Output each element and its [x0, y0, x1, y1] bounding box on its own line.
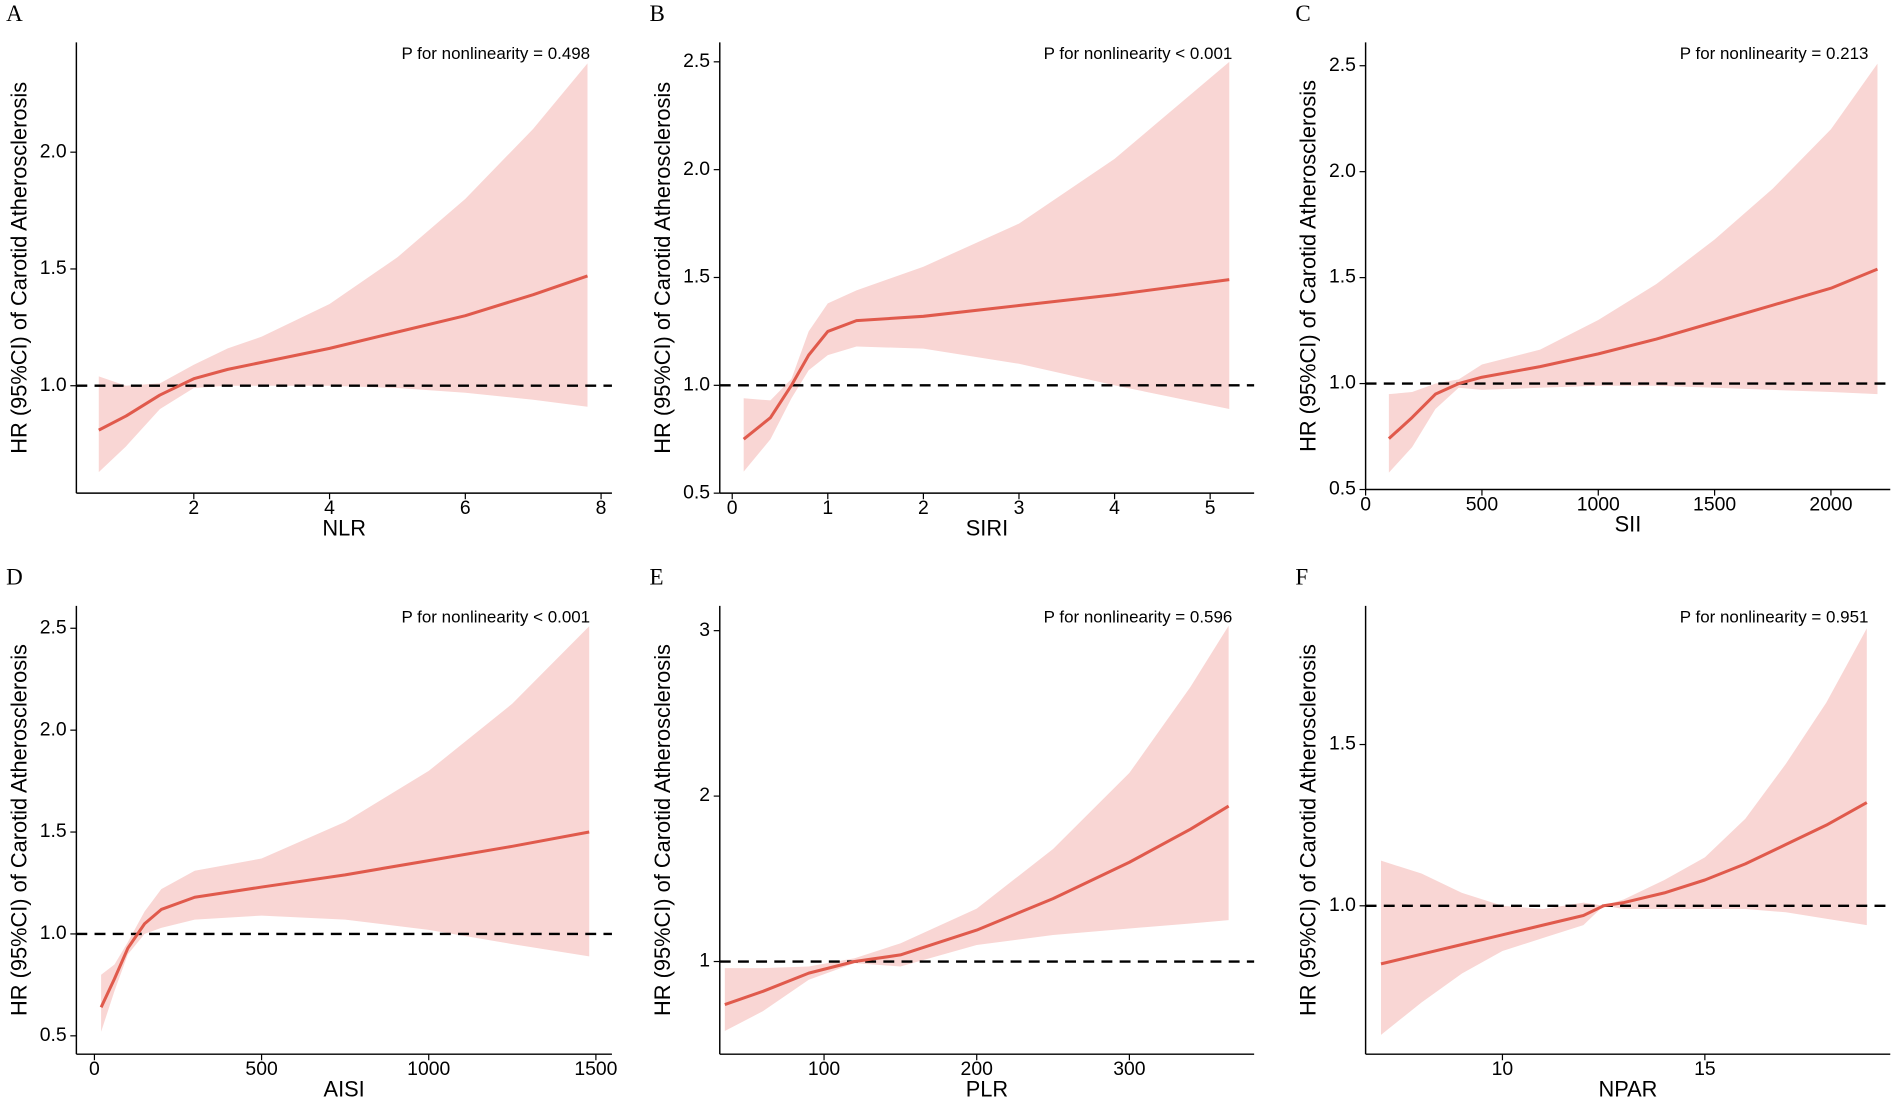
x-axis-title: SIRI: [966, 515, 1008, 540]
annotation: P for nonlinearity = 0.951: [1680, 607, 1869, 626]
hr-curve: [742, 278, 1230, 441]
x-tick-label: 4: [1109, 497, 1120, 519]
x-axis-title: NPAR: [1598, 1076, 1657, 1099]
x-tick-label: 500: [1466, 493, 1499, 515]
x-tick-label: 3: [1014, 497, 1025, 519]
x-tick-label: 200: [961, 1058, 994, 1080]
hr-curve: [1380, 801, 1868, 966]
y-tick-label: 3: [699, 619, 710, 641]
panel: 1 2 3 100 200 300 PLR HR (95%CI) of Carotid Ath…: [650, 563, 1255, 1099]
annotation: P for nonlinearity < 0.001: [1044, 44, 1233, 63]
x-axis-title: NLR: [322, 515, 366, 540]
panel-label: A: [6, 0, 23, 26]
y-tick-label: 0.5: [1329, 478, 1356, 500]
y-tick-label: 2.0: [40, 140, 67, 162]
x-tick-label: 6: [460, 497, 471, 519]
y-tick-label: 2.5: [683, 50, 710, 72]
y-tick-label: 2.5: [40, 616, 67, 638]
y-tick-label: 1.5: [40, 820, 67, 842]
ci-band: [101, 626, 590, 1032]
panel-label: B: [650, 0, 665, 26]
panel: 0.5 1.0 1.5 2.0 2.5 0 1 2 3 4 5 SIRI HR (95%CI) of C…: [650, 0, 1255, 540]
x-tick-label: 8: [596, 497, 607, 519]
x-tick-label: 1500: [1693, 493, 1736, 515]
y-tick-label: 1.5: [1329, 266, 1356, 288]
x-tick-label: 300: [1113, 1058, 1146, 1080]
y-axis-title: HR (95%CI) of Carotid Atherosclerosis: [650, 82, 675, 454]
panel-label: C: [1295, 0, 1310, 26]
y-axis-title: HR (95%CI) of Carotid Atherosclerosis: [6, 644, 31, 1016]
x-tick-label: 100: [808, 1058, 841, 1080]
y-tick-label: 1.0: [683, 373, 710, 395]
ci-band: [1380, 628, 1867, 1035]
hr-curve: [724, 804, 1230, 1006]
x-tick-label: 2: [918, 497, 929, 519]
y-tick-label: 1.0: [40, 922, 67, 944]
y-axis-title: HR (95%CI) of Carotid Atherosclerosis: [1296, 644, 1321, 1016]
panel-label: E: [650, 563, 664, 589]
ci-band: [743, 61, 1230, 472]
y-tick-label: 0.5: [683, 481, 710, 503]
annotation: P for nonlinearity = 0.213: [1680, 44, 1869, 63]
annotation: P for nonlinearity = 0.498: [401, 44, 590, 63]
y-tick-label: 1.5: [683, 266, 710, 288]
x-tick-label: 500: [245, 1058, 278, 1080]
y-tick-label: 2.0: [683, 158, 710, 180]
panel: 1.0 1.5 2.0 2 4 6 8 NLR HR (95%CI) of Carotid At…: [6, 0, 612, 540]
y-tick-label: 2.5: [1329, 54, 1356, 76]
x-tick-label: 2: [188, 497, 199, 519]
x-tick-label: 0: [1360, 493, 1371, 515]
x-axis-title: SII: [1615, 512, 1642, 537]
ci-band: [724, 625, 1229, 1032]
x-tick-label: 5: [1205, 497, 1216, 519]
ci-band: [98, 63, 588, 473]
y-tick-label: 2.0: [40, 718, 67, 740]
y-tick-label: 1.0: [1329, 894, 1356, 916]
panel: 1.0 1.5 10 15 NPAR HR (95%CI) of Carotid Athe…: [1295, 563, 1891, 1099]
y-axis-title: HR (95%CI) of Carotid Atherosclerosis: [1296, 80, 1321, 452]
annotation: P for nonlinearity < 0.001: [401, 607, 590, 626]
x-axis-title: AISI: [324, 1076, 365, 1099]
x-tick-label: 1000: [1577, 493, 1620, 515]
y-tick-label: 1.0: [40, 374, 67, 396]
y-tick-label: 0.5: [40, 1024, 67, 1046]
y-tick-label: 1.0: [1329, 372, 1356, 394]
x-tick-label: 0: [89, 1058, 100, 1080]
y-axis-title: HR (95%CI) of Carotid Atherosclerosis: [6, 82, 31, 454]
x-tick-label: 4: [324, 497, 335, 519]
annotation: P for nonlinearity = 0.596: [1044, 607, 1233, 626]
y-tick-label: 1.5: [40, 257, 67, 279]
x-axis-title: PLR: [966, 1076, 1008, 1099]
x-tick-label: 2000: [1809, 493, 1852, 515]
hr-curve: [98, 274, 588, 432]
y-tick-label: 2: [699, 784, 710, 806]
x-tick-label: 0: [727, 497, 738, 519]
y-tick-label: 2.0: [1329, 160, 1356, 182]
hr-curve: [1387, 267, 1879, 440]
x-tick-label: 1000: [407, 1058, 450, 1080]
hr-curve: [99, 830, 590, 1008]
panel: 0.5 1.0 1.5 2.0 2.5 0 500 1000 1500 2000 SII HR (95…: [1295, 0, 1891, 537]
x-tick-label: 1500: [574, 1058, 617, 1080]
y-axis-title: HR (95%CI) of Carotid Atherosclerosis: [650, 644, 675, 1016]
y-tick-label: 1.5: [1329, 733, 1356, 755]
panel-label: F: [1295, 563, 1308, 589]
x-tick-label: 10: [1492, 1058, 1514, 1080]
ci-band: [1388, 63, 1878, 473]
x-tick-label: 1: [822, 497, 833, 519]
panel: 0.5 1.0 1.5 2.0 2.5 0 500 1000 1500 AISI HR (95%CI…: [6, 563, 618, 1099]
panel-label: D: [6, 563, 23, 589]
x-tick-label: 15: [1694, 1058, 1716, 1080]
y-tick-label: 1: [699, 950, 710, 972]
